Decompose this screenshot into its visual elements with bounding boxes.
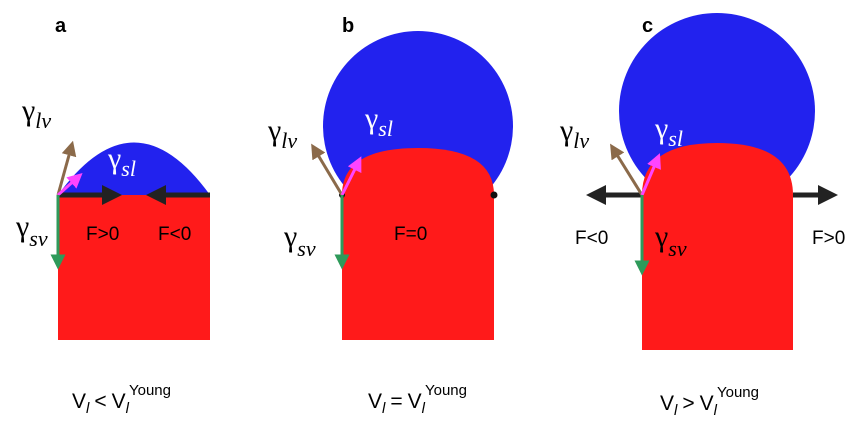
pillar	[58, 195, 210, 340]
gamma-lv: γlv	[21, 94, 51, 133]
force-label: F<0	[158, 224, 191, 245]
panel-label: a	[55, 15, 67, 37]
force-label: F<0	[575, 228, 608, 249]
gamma-lv: γlv	[267, 114, 297, 153]
contact-point	[491, 192, 498, 199]
panel-label: c	[642, 15, 653, 37]
caption: Vl>VlYoung	[660, 384, 759, 419]
panel-label: b	[342, 15, 354, 37]
gamma-lv: γlv	[559, 114, 589, 153]
panel-b: b γlv γsl γsv F=0 Vl=VlYoung	[267, 15, 513, 417]
diagram: a γlv γsl γsv F>0 F<0 Vl<VlYoung b γlv γ…	[0, 0, 862, 428]
force-label: F=0	[394, 224, 427, 245]
panel-c: c γlv γsl γsv F<0 F>0 Vl>VlYoung	[559, 13, 845, 419]
force-label: F>0	[812, 228, 845, 249]
gamma-sv: γsv	[15, 210, 48, 251]
gamma-sv: γsv	[283, 220, 316, 261]
panel-a: a γlv γsl γsv F>0 F<0 Vl<VlYoung	[15, 15, 210, 417]
caption: Vl<VlYoung	[72, 382, 171, 417]
force-label: F>0	[86, 224, 119, 245]
caption: Vl=VlYoung	[368, 382, 467, 417]
